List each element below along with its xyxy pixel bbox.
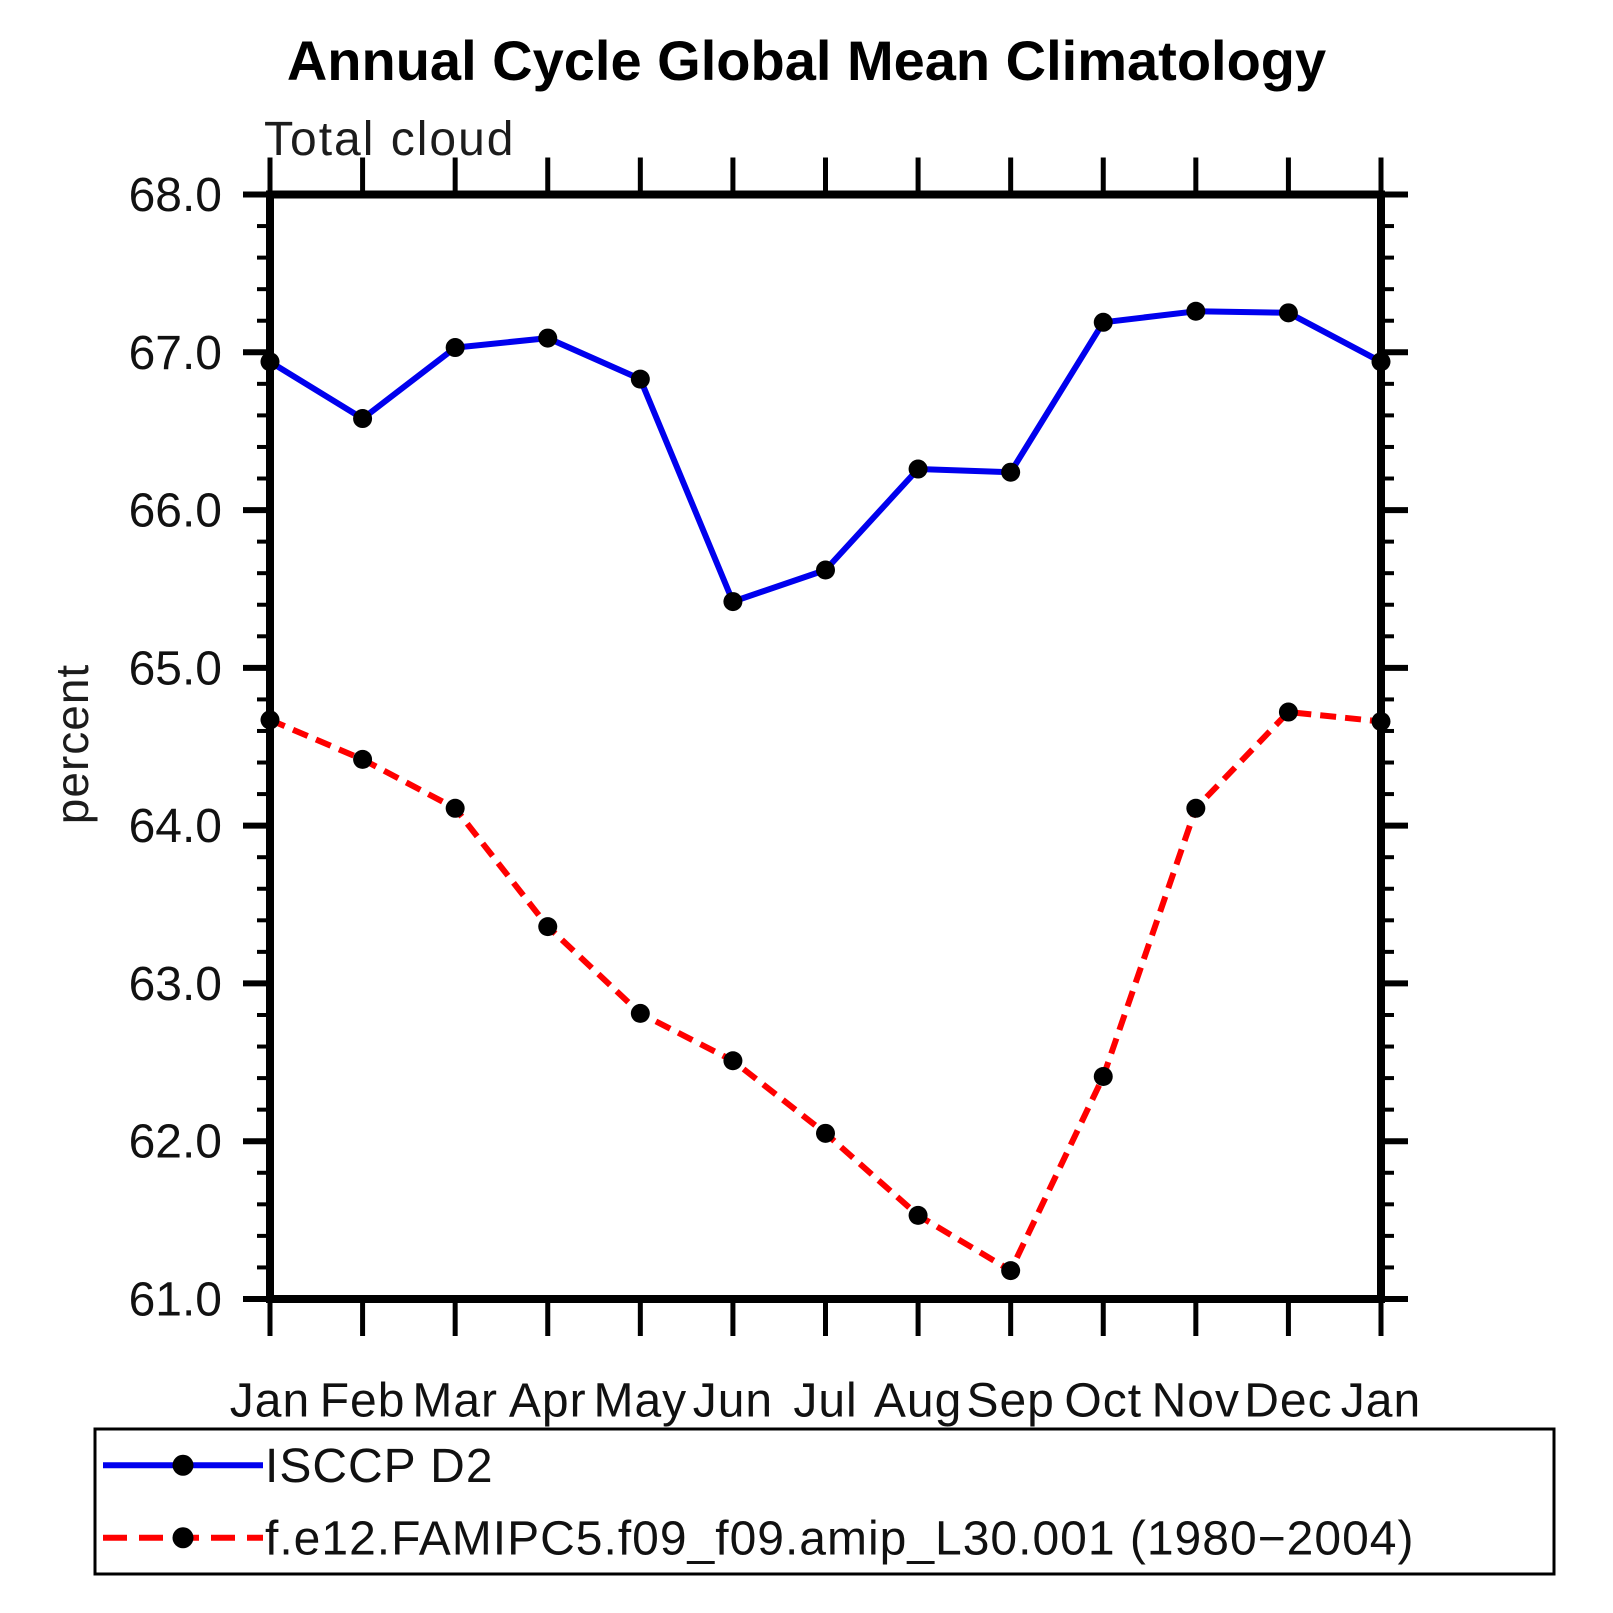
- data-point-dot: [1001, 462, 1021, 482]
- legend-label: ISCCP D2: [265, 1440, 494, 1493]
- data-point-dot: [1278, 702, 1298, 722]
- data-point-dot: [1278, 303, 1298, 323]
- x-tick-label: Jan: [1341, 1375, 1421, 1428]
- x-tick-label: Nov: [1152, 1375, 1240, 1428]
- y-tick-label: 68.0: [129, 169, 222, 222]
- data-point-dot: [908, 459, 928, 479]
- x-tick-label: Apr: [509, 1375, 587, 1428]
- data-point-dot: [1001, 1261, 1021, 1281]
- y-tick-label: 61.0: [129, 1274, 222, 1327]
- series-line-0: [268, 308, 1383, 605]
- data-point-dot: [816, 560, 835, 580]
- x-tick-label: Feb: [320, 1375, 406, 1428]
- x-ticks: Jan Feb Mar Apr May Jun Jul Aug Sep Oct Nov Dec Jan: [230, 157, 1421, 1428]
- data-point-dot: [538, 917, 558, 937]
- chart-subtitle: Total cloud: [264, 113, 516, 166]
- data-point-dot: [1093, 312, 1113, 332]
- data-point-dot: [445, 798, 465, 818]
- data-point-dot: [538, 328, 558, 348]
- data-point-dot: [1371, 352, 1391, 372]
- y-ticks: 61.0 62.0 63.0 64.0 65.0 66.0 67.0 68.0: [129, 169, 1408, 1327]
- y-tick-label: 62.0: [129, 1116, 222, 1169]
- data-point-dot: [816, 1123, 835, 1143]
- legend-box: [93, 1427, 1556, 1576]
- x-tick-label: May: [593, 1375, 687, 1428]
- series-markers-0: [260, 301, 1391, 612]
- x-tick-label: Jan: [230, 1375, 310, 1428]
- y-tick-label: 65.0: [129, 642, 222, 695]
- data-point-dot: [630, 1003, 650, 1023]
- series-markers-1: [260, 702, 1391, 1281]
- x-tick-label: Jul: [793, 1375, 857, 1428]
- series-line-1: [268, 709, 1382, 1274]
- data-point-dot: [1186, 798, 1206, 818]
- legend: ISCCP D2 f.e12.FAMIPC5.f09_f09.amip_L30.0…: [93, 1427, 1556, 1576]
- y-tick-label: 66.0: [129, 485, 222, 538]
- data-point-dot: [353, 409, 373, 429]
- data-point-dot: [723, 592, 743, 612]
- x-tick-label: Aug: [874, 1375, 962, 1428]
- data-point-dot: [260, 710, 280, 730]
- data-point-dot: [1093, 1067, 1113, 1087]
- data-point-dot: [353, 749, 373, 769]
- legend-label: f.e12.FAMIPC5.f09_f09.amip_L30.001 (1980…: [265, 1512, 1414, 1565]
- x-tick-label: Mar: [412, 1375, 498, 1428]
- data-point-dot: [630, 369, 650, 389]
- data-point-dot: [723, 1051, 743, 1071]
- x-tick-label: Sep: [966, 1375, 1054, 1428]
- legend-entry: f.e12.FAMIPC5.f09_f09.amip_L30.001 (1980…: [103, 1512, 1414, 1565]
- legend-marker-dot: [172, 1527, 194, 1549]
- data-point-dot: [260, 352, 280, 372]
- axis-frame: [266, 190, 1385, 1303]
- y-tick-label: 67.0: [129, 327, 222, 380]
- x-tick-label: Oct: [1064, 1375, 1142, 1428]
- x-tick-label: Dec: [1244, 1375, 1332, 1428]
- chart-title: Annual Cycle Global Mean Climatology: [286, 29, 1327, 92]
- data-point-dot: [1186, 301, 1206, 321]
- y-tick-label: 64.0: [129, 800, 222, 853]
- data-point-dot: [1371, 712, 1391, 732]
- x-tick-label: Jun: [693, 1375, 773, 1428]
- data-point-dot: [908, 1205, 928, 1225]
- legend-entry: ISCCP D2: [103, 1440, 494, 1493]
- legend-marker-dot: [172, 1454, 194, 1476]
- data-point-dot: [445, 338, 465, 358]
- y-tick-label: 63.0: [129, 958, 222, 1011]
